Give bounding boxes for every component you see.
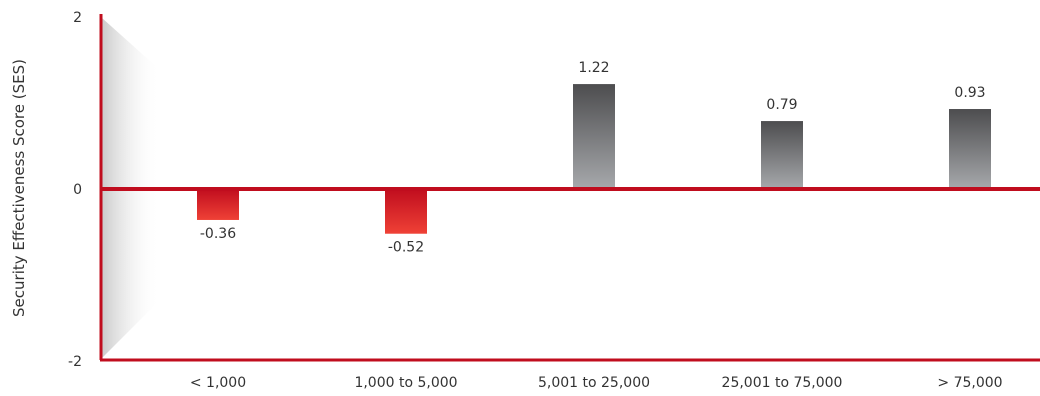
y-tick-label: 2 [73,10,82,26]
bars-group [197,84,991,234]
bar [197,189,239,220]
x-category-label: 25,001 to 75,000 [722,375,843,391]
data-label: 0.79 [766,97,797,113]
data-label: -0.52 [388,240,424,256]
x-category-label: 1,000 to 5,000 [354,375,457,391]
data-label: 0.93 [954,85,985,101]
y-tick-label: 0 [73,182,82,198]
x-category-label: > 75,000 [937,375,1002,391]
data-label: -0.36 [200,226,236,242]
y-tick-label: -2 [68,354,82,370]
bar [949,109,991,189]
y-axis-title: Security Effectiveness Score (SES) [10,59,28,317]
data-label: 1.22 [578,60,609,76]
y-tick-labels: -2 0 2 [68,10,82,370]
x-category-label: < 1,000 [190,375,246,391]
x-category-label: 5,001 to 25,000 [538,375,650,391]
bar [573,84,615,189]
category-labels-group: < 1,000 1,000 to 5,000 5,001 to 25,000 25,0… [190,375,1003,391]
bar [761,121,803,189]
bar [385,189,427,234]
value-labels-group: -0.36 -0.52 1.22 0.79 0.93 [200,60,986,256]
